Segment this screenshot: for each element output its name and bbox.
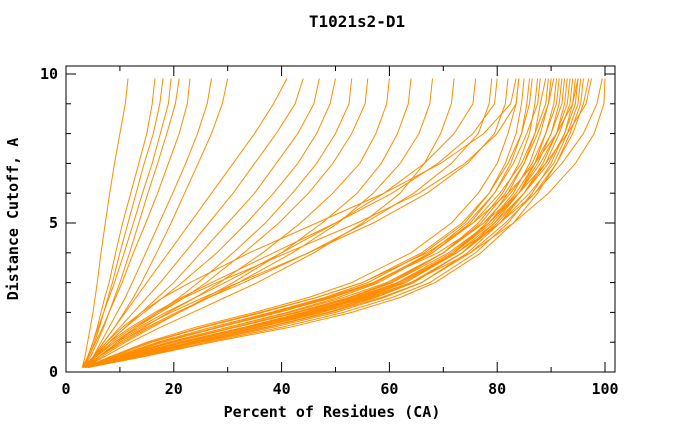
y-tick-label: 5 bbox=[49, 214, 58, 232]
model-curve bbox=[84, 78, 509, 368]
x-tick-label: 40 bbox=[273, 380, 291, 398]
x-tick-label: 60 bbox=[380, 380, 398, 398]
model-curve bbox=[87, 78, 574, 368]
axis-ticks-group bbox=[65, 66, 615, 373]
model-curve bbox=[87, 78, 606, 368]
model-curve bbox=[84, 78, 549, 368]
x-tick-label: 100 bbox=[591, 380, 618, 398]
model-curve bbox=[87, 78, 603, 368]
model-curve bbox=[87, 78, 590, 368]
model-curve bbox=[82, 78, 433, 368]
y-axis-label: Distance Cutoff, A bbox=[4, 138, 22, 301]
model-curve bbox=[84, 78, 493, 368]
model-curve bbox=[82, 78, 164, 368]
model-curve bbox=[84, 78, 579, 368]
model-curve bbox=[82, 78, 498, 368]
model-curve bbox=[84, 78, 412, 368]
model-curve bbox=[84, 78, 582, 368]
model-curve bbox=[87, 78, 584, 368]
model-curve bbox=[81, 78, 129, 368]
model-curve bbox=[84, 78, 517, 368]
model-curves-group bbox=[81, 78, 606, 368]
model-curve bbox=[87, 78, 592, 368]
x-axis-label: Percent of Residues (CA) bbox=[224, 403, 441, 421]
model-curve bbox=[81, 78, 172, 368]
model-curve bbox=[84, 78, 560, 368]
model-curve bbox=[82, 78, 336, 368]
y-tick-label: 10 bbox=[40, 65, 58, 83]
plot-border bbox=[65, 65, 616, 373]
model-curve bbox=[82, 78, 180, 368]
model-curve bbox=[84, 78, 288, 368]
model-curve bbox=[84, 78, 212, 368]
model-curve bbox=[82, 78, 477, 368]
model-curve bbox=[87, 78, 579, 368]
tick-labels-group: 0 20 40 60 80 100 0 5 10 bbox=[40, 65, 619, 398]
model-curve bbox=[82, 78, 520, 368]
x-tick-label: 0 bbox=[61, 380, 70, 398]
model-curve bbox=[84, 78, 520, 368]
x-tick-label: 20 bbox=[165, 380, 183, 398]
model-curve bbox=[81, 78, 191, 368]
model-curve bbox=[84, 78, 533, 368]
model-curve bbox=[84, 78, 455, 368]
chart-title: T1021s2-D1 bbox=[309, 12, 405, 31]
x-tick-label: 80 bbox=[488, 380, 506, 398]
y-tick-label: 0 bbox=[49, 363, 58, 381]
model-curve bbox=[84, 78, 571, 368]
